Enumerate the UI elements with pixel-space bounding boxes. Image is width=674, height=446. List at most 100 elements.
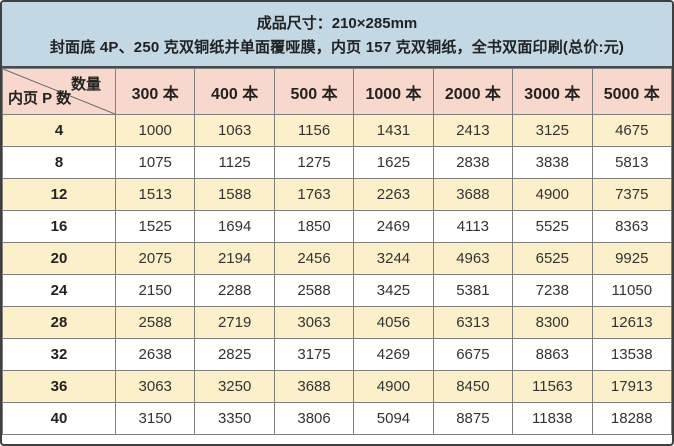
column-header: 5000 本 [591, 68, 672, 115]
price-cell: 3150 [114, 402, 196, 435]
table-row: 4 1000 1063 1156 1431 2413 3125 4675 [2, 114, 672, 147]
column-header: 1000 本 [353, 68, 434, 115]
price-cell: 2719 [194, 306, 275, 339]
price-cell: 2838 [432, 146, 514, 179]
banner: 成品尺寸：210×285mm 封面底 4P、250 克双铜纸并单面覆哑膜，内页 … [2, 2, 672, 68]
price-cell: 4113 [432, 210, 514, 243]
price-cell: 13538 [591, 338, 672, 371]
price-cell: 1525 [114, 210, 196, 243]
price-cell: 4675 [591, 114, 672, 147]
table-row: 24 2150 2288 2588 3425 5381 7238 11050 [2, 274, 672, 307]
price-cell: 11050 [591, 274, 672, 307]
price-cell: 18288 [591, 402, 672, 435]
corner-cell: 数量 内页 P 数 [2, 68, 116, 115]
price-cell: 4900 [512, 178, 593, 211]
price-cell: 2194 [194, 242, 275, 275]
price-cell: 8875 [432, 402, 514, 435]
price-cell: 3250 [194, 370, 275, 403]
price-cell: 2588 [114, 306, 196, 339]
table-row: 40 3150 3350 3806 5094 8875 11838 18288 [2, 402, 672, 435]
table-row: 28 2588 2719 3063 4056 6313 8300 12613 [2, 306, 672, 339]
price-cell: 3838 [512, 146, 593, 179]
banner-title: 成品尺寸：210×285mm [256, 14, 418, 32]
price-cell: 2469 [353, 210, 434, 243]
row-header-pages: 16 [2, 210, 116, 243]
price-cell: 2825 [194, 338, 275, 371]
price-cell: 2456 [273, 242, 355, 275]
column-header: 500 本 [273, 68, 355, 115]
price-cell: 6525 [512, 242, 593, 275]
price-cell: 4900 [353, 370, 434, 403]
table-row: 20 2075 2194 2456 3244 4963 6525 9925 [2, 242, 672, 275]
table-row: 32 2638 2825 3175 4269 6675 8863 13538 [2, 338, 672, 371]
price-cell: 3350 [194, 402, 275, 435]
price-cell: 7375 [591, 178, 672, 211]
price-cell: 1431 [353, 114, 434, 147]
price-cell: 4269 [353, 338, 434, 371]
row-header-pages: 36 [2, 370, 116, 403]
price-cell: 3806 [273, 402, 355, 435]
price-cell: 11838 [512, 402, 593, 435]
row-header-pages: 32 [2, 338, 116, 371]
price-cell: 1763 [273, 178, 355, 211]
price-cell: 8450 [432, 370, 514, 403]
price-cell: 1275 [273, 146, 355, 179]
price-cell: 9925 [591, 242, 672, 275]
price-cell: 3063 [114, 370, 196, 403]
price-cell: 3175 [273, 338, 355, 371]
table-row: 16 1525 1694 1850 2469 4113 5525 8363 [2, 210, 672, 243]
banner-subtitle: 封面底 4P、250 克双铜纸并单面覆哑膜，内页 157 克双铜纸，全书双面印刷… [49, 38, 625, 56]
price-cell: 8300 [512, 306, 593, 339]
price-cell: 17913 [591, 370, 672, 403]
column-header: 300 本 [114, 68, 196, 115]
diagonal-line [3, 69, 115, 114]
price-cell: 3688 [273, 370, 355, 403]
price-cell: 1513 [114, 178, 196, 211]
price-cell: 6675 [432, 338, 514, 371]
price-cell: 5525 [512, 210, 593, 243]
price-cell: 5381 [432, 274, 514, 307]
corner-pages-label: 内页 P 数 [8, 90, 72, 107]
price-cell: 1075 [114, 146, 196, 179]
price-cell: 4963 [432, 242, 514, 275]
table-row: 8 1075 1125 1275 1625 2838 3838 5813 [2, 146, 672, 179]
row-header-pages: 40 [2, 402, 116, 435]
price-cell: 2413 [432, 114, 514, 147]
price-table: 数量 内页 P 数 300 本 400 本 500 本 1000 本 2000 本 300… [2, 68, 672, 435]
price-cell: 2263 [353, 178, 434, 211]
price-cell: 1156 [273, 114, 355, 147]
price-cell: 1000 [114, 114, 196, 147]
price-cell: 2288 [194, 274, 275, 307]
price-cell: 2588 [273, 274, 355, 307]
price-cell: 8363 [591, 210, 672, 243]
price-cell: 3688 [432, 178, 514, 211]
price-cell: 1625 [353, 146, 434, 179]
price-cell: 1063 [194, 114, 275, 147]
price-cell: 3063 [273, 306, 355, 339]
price-cell: 1850 [273, 210, 355, 243]
price-cell: 3125 [512, 114, 593, 147]
price-cell: 2150 [114, 274, 196, 307]
header-row: 数量 内页 P 数 300 本 400 本 500 本 1000 本 2000 本 300… [2, 68, 672, 115]
table-row: 12 1513 1588 1763 2263 3688 4900 7375 [2, 178, 672, 211]
price-cell: 2638 [114, 338, 196, 371]
column-header: 2000 本 [432, 68, 514, 115]
price-cell: 1588 [194, 178, 275, 211]
row-header-pages: 28 [2, 306, 116, 339]
row-header-pages: 12 [2, 178, 116, 211]
price-cell: 1125 [194, 146, 275, 179]
row-header-pages: 4 [2, 114, 116, 147]
price-cell: 5094 [353, 402, 434, 435]
corner-quantity-label: 数量 [70, 76, 101, 93]
price-cell: 8863 [512, 338, 593, 371]
row-header-pages: 20 [2, 242, 116, 275]
price-cell: 6313 [432, 306, 514, 339]
price-cell: 7238 [512, 274, 593, 307]
row-header-pages: 8 [2, 146, 116, 179]
table-body: 4 1000 1063 1156 1431 2413 3125 4675 8 1075 1125 12… [2, 114, 672, 435]
price-cell: 11563 [512, 370, 593, 403]
price-cell: 2075 [114, 242, 196, 275]
price-cell: 3425 [353, 274, 434, 307]
column-header: 400 本 [194, 68, 275, 115]
